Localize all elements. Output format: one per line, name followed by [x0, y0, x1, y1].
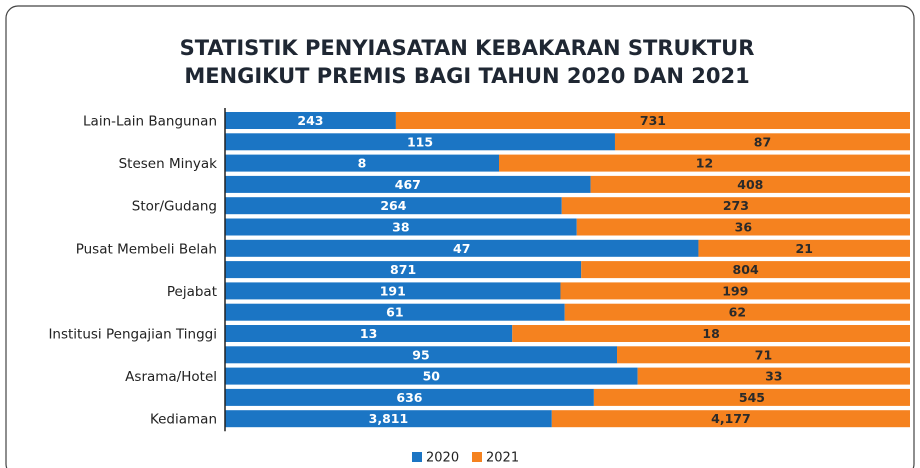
value-label: 18 [702, 326, 719, 341]
value-label: 8 [358, 156, 367, 171]
bar-segment [225, 388, 594, 406]
value-label: 21 [796, 241, 813, 256]
bar-segment [551, 410, 910, 428]
value-label: 62 [729, 305, 746, 320]
bar-segment [225, 154, 499, 172]
bar-segment [225, 261, 582, 279]
category-label: Kediaman [150, 412, 217, 428]
value-label: 61 [386, 305, 403, 320]
category-label: Stesen Minyak [119, 156, 218, 172]
value-label: 47 [453, 241, 470, 256]
bar-segment [225, 133, 615, 151]
category-label: Pejabat [167, 284, 217, 300]
value-label: 545 [739, 390, 765, 405]
bar-segment [564, 303, 910, 321]
bar-segment [225, 325, 513, 342]
bar-segment [225, 197, 562, 215]
category-label: Lain-Lain Bangunan [83, 114, 217, 130]
value-label: 804 [733, 262, 759, 277]
category-label: Pusat Membeli Belah [76, 241, 217, 257]
value-label: 4,177 [711, 411, 751, 426]
value-label: 408 [737, 177, 763, 192]
legend-label: 2021 [486, 451, 519, 466]
legend-swatch [412, 452, 422, 462]
bar-segment [576, 218, 910, 236]
bar-segment [225, 346, 618, 364]
value-label: 467 [395, 177, 421, 192]
bar-segment [225, 239, 699, 257]
value-label: 13 [360, 326, 377, 341]
bar-segment [637, 367, 910, 385]
bar-segment [581, 261, 910, 279]
value-label: 243 [297, 113, 323, 128]
bar-segment [225, 175, 591, 193]
category-label: Stor/Gudang [132, 199, 217, 215]
bar-segment [698, 239, 910, 257]
category-label: Asrama/Hotel [125, 369, 217, 385]
bar-segment [225, 112, 396, 129]
bar-segment [617, 346, 910, 364]
value-label: 871 [390, 262, 416, 277]
bar-segment [395, 112, 911, 129]
chart-title: MENGIKUT PREMIS BAGI TAHUN 2020 DAN 2021 [184, 64, 749, 88]
bar-segment [593, 388, 910, 406]
value-label: 71 [755, 347, 772, 362]
chart-title: STATISTIK PENYIASATAN KEBAKARAN STRUKTUR [180, 36, 755, 60]
bar-segment [225, 282, 561, 300]
bar-segment [225, 410, 552, 428]
bar-segment [560, 282, 910, 300]
bar-segment [512, 325, 910, 342]
value-label: 731 [640, 113, 666, 128]
legend-swatch [472, 452, 482, 462]
bar-segment [225, 367, 638, 385]
bar-segment [590, 175, 910, 193]
bar-segment [561, 197, 910, 215]
value-label: 115 [407, 134, 433, 149]
value-label: 50 [423, 369, 441, 384]
value-label: 3,811 [369, 411, 409, 426]
category-label: Institusi Pengajian Tinggi [48, 327, 217, 343]
legend-label: 2020 [426, 451, 459, 466]
value-label: 95 [412, 347, 429, 362]
bar-segment [225, 218, 577, 236]
value-label: 38 [392, 220, 409, 235]
value-label: 199 [722, 283, 748, 298]
value-label: 12 [696, 156, 713, 171]
bar-segment [499, 154, 910, 172]
bar-segment [225, 303, 565, 321]
value-label: 191 [380, 283, 406, 298]
value-label: 36 [735, 220, 753, 235]
bar-segment [614, 133, 910, 151]
value-label: 264 [380, 198, 406, 213]
value-label: 273 [723, 198, 749, 213]
value-label: 87 [754, 134, 771, 149]
value-label: 33 [765, 369, 782, 384]
value-label: 636 [396, 390, 422, 405]
